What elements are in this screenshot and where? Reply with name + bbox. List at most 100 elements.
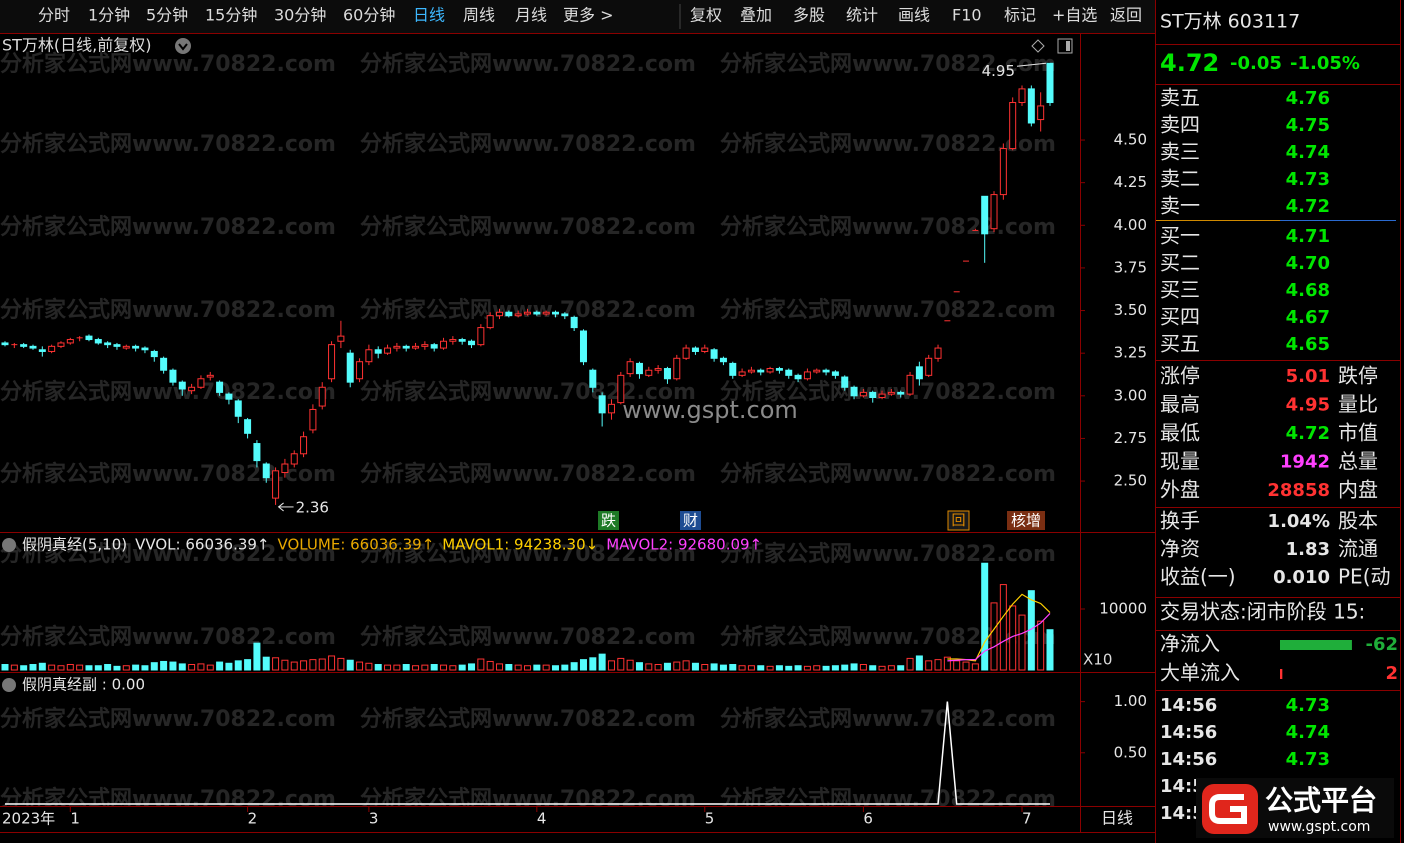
dropdown-icon[interactable] [2, 538, 16, 552]
book-price: 4.76 [1286, 88, 1330, 109]
toolbar-tab[interactable]: F10 [952, 6, 982, 25]
toolbar-tab[interactable]: 多股 [793, 6, 825, 25]
candle-body [897, 391, 905, 395]
x-axis-year: 2023年 [2, 810, 55, 828]
volume-bar [132, 664, 140, 671]
toolbar-tab[interactable]: 周线 [463, 6, 495, 25]
toolbar-tab[interactable]: 日线 [413, 6, 445, 25]
volume-bar [682, 660, 690, 671]
volume-bar [831, 665, 839, 671]
volume-bar [104, 664, 112, 671]
panel-icon[interactable] [1057, 38, 1073, 54]
toolbar-tab[interactable]: 返回 [1110, 6, 1142, 25]
volume-bar [94, 665, 102, 671]
toolbar-tab[interactable]: 复权 [690, 6, 722, 25]
volume-bar [486, 660, 494, 671]
watermark: 分析家公式网www.70822.com [0, 214, 336, 240]
volume-bar [346, 659, 354, 671]
toolbar [0, 0, 1155, 33]
indicator-title: 假阴真经副 : 0.00 [22, 676, 145, 694]
toolbar-tab[interactable]: 15分钟 [205, 6, 257, 25]
candle-body [915, 366, 923, 380]
y-tick-label: 2.75 [1114, 429, 1147, 447]
toolbar-tab[interactable]: 月线 [515, 6, 547, 25]
candle-body [458, 339, 466, 342]
toolbar-tab[interactable]: 5分钟 [146, 6, 188, 25]
flow-label: 净流入 [1160, 632, 1220, 656]
toolbar-tab[interactable]: 叠加 [740, 6, 772, 25]
volume-bar [374, 664, 382, 671]
event-badge[interactable] [680, 511, 701, 530]
candle-body [449, 339, 457, 342]
candle-body [579, 330, 587, 363]
toolbar-tab[interactable]: 60分钟 [343, 6, 395, 25]
toolbar-tab[interactable]: 标记 [1004, 6, 1036, 25]
watermark: 分析家公式网www.70822.com [0, 706, 336, 732]
candle-body [981, 195, 989, 235]
book-price: 4.67 [1286, 307, 1330, 328]
stat-label: 总量 [1338, 449, 1378, 473]
watermark: 分析家公式网www.70822.com [720, 214, 1056, 240]
flow-label: 大单流入 [1160, 661, 1240, 685]
volume-bar [691, 662, 699, 671]
candle-body [701, 347, 709, 352]
toolbar-tab[interactable]: 更多 > [563, 6, 614, 25]
book-label: 卖一 [1160, 194, 1200, 218]
toolbar-tab[interactable]: 30分钟 [274, 6, 326, 25]
book-label: 买三 [1160, 278, 1200, 302]
candle-body [169, 369, 177, 383]
candle-body [141, 347, 149, 351]
book-label: 买四 [1160, 305, 1200, 329]
candle-body [533, 311, 541, 315]
volume-bar [206, 664, 214, 671]
candle-body [29, 345, 37, 349]
y-tick-label: 2.50 [1114, 472, 1147, 490]
candle-body [1027, 88, 1035, 124]
event-badge[interactable] [947, 510, 970, 531]
volume-bar [607, 660, 615, 671]
book-label: 买五 [1160, 332, 1200, 356]
annotation-label: 2.36 [296, 498, 329, 516]
y-tick-label: 3.25 [1114, 344, 1147, 362]
volume-bar [113, 665, 121, 671]
dropdown-icon[interactable] [175, 38, 191, 54]
volume-bar [412, 665, 420, 671]
event-badge[interactable] [1007, 511, 1045, 530]
x-tick-label: 1 [70, 810, 80, 828]
volume-bar [122, 665, 130, 671]
stat-value: 0.010 [1273, 567, 1330, 588]
toolbar-tab[interactable]: 画线 [898, 6, 930, 25]
candle-body [38, 349, 46, 352]
diamond-icon[interactable] [1031, 39, 1045, 53]
candle-body [290, 453, 298, 465]
candle-body [216, 381, 224, 393]
toolbar-tab[interactable]: 统计 [846, 6, 878, 25]
volume-bar [841, 664, 849, 671]
volume-bar [1046, 629, 1054, 671]
toolbar-tab[interactable]: 分时 [38, 6, 70, 25]
volume-bar [925, 660, 933, 671]
watermark: 分析家公式网www.70822.com [360, 131, 696, 157]
y-tick-label: 10000 [1099, 599, 1147, 617]
dropdown-icon[interactable] [2, 678, 16, 692]
volume-bar [300, 660, 308, 671]
candle-body [607, 403, 615, 414]
dropdown-arrow [178, 43, 188, 51]
volume-bar [878, 665, 886, 671]
volume-bar [458, 664, 466, 671]
toolbar-tab[interactable]: 1分钟 [88, 6, 130, 25]
candle-body [468, 340, 476, 346]
event-badge[interactable] [598, 511, 619, 530]
toolbar-tab[interactable]: +自选 [1052, 6, 1097, 25]
book-price: 4.70 [1286, 253, 1330, 274]
event-label: 回 [952, 513, 966, 529]
candle-body [505, 311, 513, 317]
candle-body [57, 342, 65, 347]
candle-body [328, 344, 336, 380]
volume-bar [365, 662, 373, 671]
trade-status: 交易状态:闭市阶段 15: [1160, 600, 1365, 624]
volume-bar [673, 661, 681, 671]
annotation-arrow [1016, 62, 1047, 67]
candle-body [999, 148, 1007, 196]
watermark: 分析家公式网www.70822.com [360, 706, 696, 732]
